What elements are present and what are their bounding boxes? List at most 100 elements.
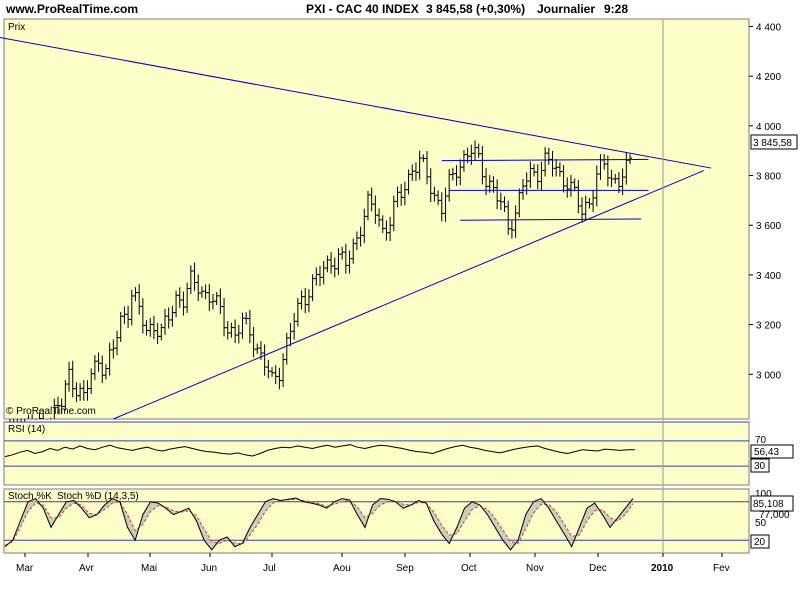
price-bar: [292, 312, 297, 340]
price-bar: [174, 290, 179, 318]
x-tick-label: Mai: [141, 563, 157, 574]
price-bar: [332, 257, 337, 278]
price-bar: [362, 208, 367, 243]
price-bar: [240, 312, 245, 339]
price-bar: [129, 289, 134, 326]
price-bar: [192, 262, 197, 291]
price-bar: [413, 162, 418, 182]
price-bar: [233, 319, 238, 344]
x-tick-label: Nov: [526, 563, 544, 574]
price-bar: [380, 215, 385, 234]
price-bar: [137, 284, 142, 315]
price-panel-label: Prix: [8, 22, 25, 33]
header-bar: [0, 0, 800, 18]
price-bar: [373, 195, 378, 224]
price-bar: [170, 305, 175, 327]
price-bar: [351, 238, 356, 264]
price-bar: [535, 164, 540, 190]
price-bar: [369, 187, 374, 212]
stoch-k-line: [4, 497, 634, 551]
price-bar: [85, 380, 90, 401]
price-bar: [151, 315, 156, 340]
price-bar: [391, 195, 396, 232]
price-bar: [262, 344, 267, 376]
price-bar: [539, 161, 544, 191]
price-bar: [78, 383, 83, 401]
price-bar: [624, 152, 629, 185]
price-bar: [74, 382, 79, 403]
price-bar: [310, 274, 315, 302]
price-bar: [428, 168, 433, 203]
price-bar: [67, 361, 72, 392]
price-bar: [365, 190, 370, 221]
price-y-tick-label: 3 400: [756, 271, 781, 282]
price-bar: [107, 342, 112, 376]
price-bar: [329, 252, 334, 274]
price-bar: [524, 172, 529, 195]
price-bar: [92, 355, 97, 380]
price-bar: [432, 186, 437, 202]
site-label[interactable]: www.ProRealTime.com: [5, 2, 138, 16]
price-bar: [81, 380, 86, 401]
price-bar: [207, 283, 212, 311]
price-bar: [354, 231, 359, 250]
price-bar: [509, 220, 514, 239]
stoch-level-20: 20: [754, 537, 766, 548]
time-label: 9:28: [604, 2, 628, 16]
price-bar: [565, 177, 570, 198]
price-bar: [273, 365, 278, 385]
instrument-title: PXI - CAC 40 INDEX: [306, 2, 419, 16]
price-bar: [277, 367, 282, 390]
rsi-levels: [4, 421, 749, 467]
price-bar: [395, 186, 400, 208]
price-bar: [126, 305, 131, 328]
price-bars: [8, 140, 632, 445]
price-bar: [70, 360, 75, 398]
price-bar: [480, 146, 485, 185]
price-bar: [155, 323, 160, 344]
price-bar: [199, 286, 204, 298]
price-bar: [314, 267, 319, 286]
price-bar: [96, 352, 101, 372]
rsi-panel: [3, 421, 750, 486]
price-bar: [517, 188, 522, 218]
trendline: [0, 36, 712, 169]
x-tick-label: Dec: [589, 563, 607, 574]
price-bar: [436, 190, 441, 206]
stoch-lines: [4, 497, 634, 551]
x-tick-label: Sep: [396, 563, 414, 574]
price-bar: [236, 324, 241, 344]
price-bar: [561, 165, 566, 193]
price-bar: [417, 150, 422, 180]
price-bar: [118, 311, 123, 343]
rsi-last-value: 56,43: [754, 447, 779, 458]
trendline: [113, 170, 705, 420]
price-bar: [148, 318, 153, 337]
price-bar: [218, 288, 223, 315]
price-bar: [399, 183, 404, 206]
price-bar: [421, 154, 426, 163]
price-bar: [568, 174, 573, 197]
price-bar: [347, 250, 352, 274]
price-bar: [203, 284, 208, 300]
rsi-line: [4, 444, 635, 458]
price-bar: [140, 298, 145, 334]
stoch-k-last-value: 85,108: [753, 499, 784, 510]
price-bar: [181, 291, 186, 316]
price-bar: [188, 265, 193, 295]
rsi-series-line: [4, 444, 635, 458]
price-bar: [447, 169, 452, 202]
price-bar: [343, 243, 348, 274]
price-bar: [605, 155, 610, 187]
price-bar: [115, 330, 120, 356]
price-bar: [546, 147, 551, 165]
price-bar: [255, 343, 260, 354]
stoch-axis: 100 85,108 77,000 50 20: [750, 489, 794, 549]
price-bar: [554, 159, 559, 177]
price-bar: [513, 205, 518, 238]
price-y-tick-label: 3 800: [756, 172, 781, 183]
price-bar: [55, 396, 60, 415]
price-bar: [100, 355, 105, 383]
price-bar: [318, 265, 322, 287]
